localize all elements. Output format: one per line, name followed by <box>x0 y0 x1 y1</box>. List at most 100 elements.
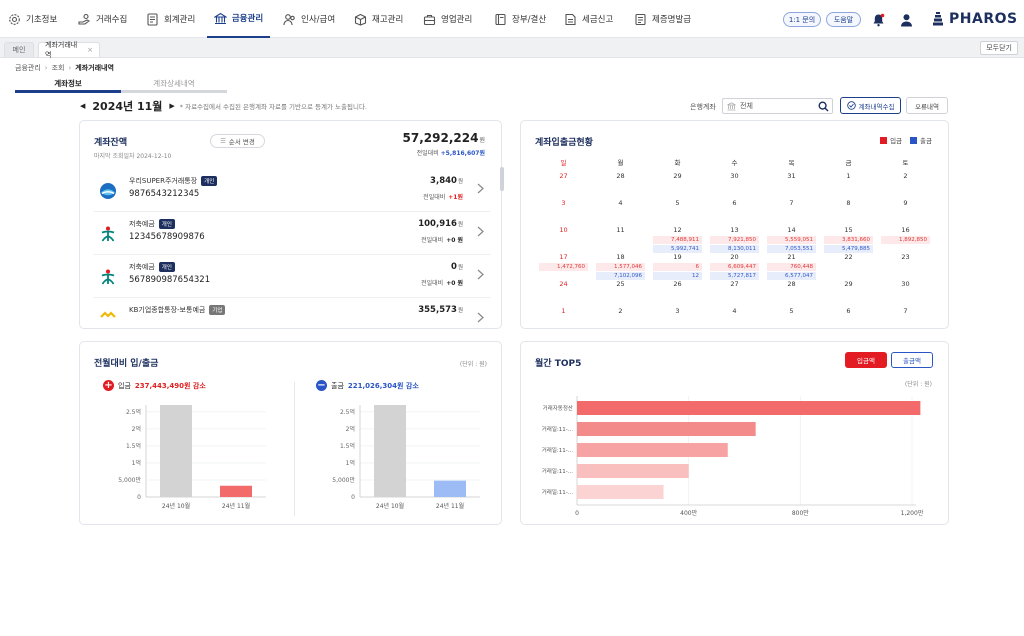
user-icon[interactable] <box>900 12 913 31</box>
balance-value: 355,573 <box>418 305 457 315</box>
calendar-day[interactable]: 29 <box>673 172 682 180</box>
calendar-day[interactable]: 3 <box>561 199 566 207</box>
calendar-day[interactable]: 23 <box>901 253 910 261</box>
bank-account-select[interactable]: 전체 <box>722 98 833 114</box>
search-icon[interactable] <box>818 101 829 114</box>
y-tick-label: 2억 <box>346 425 355 433</box>
nav-item-transaction-collect[interactable]: 거래수집 <box>78 0 127 38</box>
next-month-icon[interactable]: ▶ <box>169 102 175 110</box>
calendar-day[interactable]: 28 <box>616 172 625 180</box>
y-tick-label: 거래일:11-... <box>542 467 574 475</box>
account-row[interactable]: 우리SUPER주거래통장 개인 9876543212345 3,840원 전일대비… <box>94 169 490 212</box>
account-row[interactable]: KB기업종합통장-보통예금 기업 355,573원 <box>94 298 490 327</box>
deposit-amount-button[interactable]: 입금액 <box>845 352 887 368</box>
tab-account-transactions[interactable]: 계좌거래내역 × <box>38 41 100 59</box>
calendar-day[interactable]: 11 <box>616 226 625 234</box>
calendar-day[interactable]: 8 <box>846 199 851 207</box>
tab-home[interactable]: 메인 <box>4 42 34 57</box>
account-row[interactable]: 저축예금 개인 12345678909876 100,916원 전일대비 +0 원 <box>94 212 490 255</box>
nav-item-certificate[interactable]: 제증명발급 <box>634 0 691 38</box>
bank-account-label: 은행계좌 <box>690 103 716 111</box>
inquiry-button[interactable]: 1:1 문의 <box>783 12 821 27</box>
calendar-day[interactable]: 14 <box>787 226 796 234</box>
calendar-day[interactable]: 21 <box>787 253 796 261</box>
nav-item-finance[interactable]: 금융관리 <box>207 0 270 38</box>
calendar-day[interactable]: 27 <box>559 172 568 180</box>
breadcrumb-item[interactable]: 조회 <box>51 64 65 72</box>
calendar-day[interactable]: 7 <box>903 307 908 315</box>
collect-transactions-button[interactable]: 계좌내역수집 <box>840 97 901 114</box>
calendar-day[interactable]: 29 <box>844 280 853 288</box>
calendar-day[interactable]: 4 <box>618 199 623 207</box>
account-list-scrollbar[interactable] <box>500 167 504 191</box>
account-row[interactable]: 저축예금 개인 567890987654321 0원 전일대비 +0 원 <box>94 255 490 298</box>
calendar-deposit-amount: 3,831,660 <box>824 236 873 244</box>
calendar-day[interactable]: 6 <box>732 199 737 207</box>
breadcrumb-item[interactable]: 금융관리 <box>15 64 41 72</box>
chevron-right-icon[interactable] <box>477 226 484 237</box>
total-value: 57,292,224 <box>402 131 479 145</box>
bell-icon[interactable] <box>872 12 885 31</box>
calendar-day[interactable]: 7 <box>789 199 794 207</box>
calendar-day[interactable]: 30 <box>901 280 910 288</box>
nav-item-basic-info[interactable]: 기초정보 <box>8 0 57 38</box>
help-button[interactable]: 도움말 <box>826 12 861 27</box>
card-title: 월간 TOP5 <box>535 359 582 369</box>
y-tick-label: 1.5억 <box>126 442 141 450</box>
sub-tabs: 계좌정보 계좌상세내역 <box>15 77 227 93</box>
chevron-right-icon[interactable] <box>477 183 484 194</box>
calendar-day[interactable]: 1 <box>561 307 566 315</box>
calendar-day[interactable]: 30 <box>730 172 739 180</box>
calendar-day[interactable]: 27 <box>730 280 739 288</box>
y-tick-label: 5,000만 <box>118 476 141 484</box>
calendar-day[interactable]: 10 <box>559 226 568 234</box>
calendar-day[interactable]: 31 <box>787 172 796 180</box>
calendar-day[interactable]: 2 <box>618 307 623 315</box>
calendar-day[interactable]: 15 <box>844 226 853 234</box>
calendar-day[interactable]: 28 <box>787 280 796 288</box>
tab-account-info[interactable]: 계좌정보 <box>15 77 121 93</box>
calendar-day[interactable]: 2 <box>903 172 908 180</box>
chevron-right-icon[interactable] <box>477 312 484 323</box>
calendar-day[interactable]: 9 <box>903 199 908 207</box>
calendar-deposit-amount: 7,488,911 <box>653 236 702 244</box>
close-all-button[interactable]: 모두닫기 <box>980 41 1018 55</box>
account-number: 9876543212345 <box>129 189 200 199</box>
prev-month-icon[interactable]: ◀ <box>80 102 86 110</box>
error-history-button[interactable]: 오류내역 <box>906 97 948 114</box>
y-tick-label: 0 <box>351 494 355 501</box>
nav-item-tax[interactable]: 세금신고 <box>564 0 613 38</box>
calendar-day[interactable]: 26 <box>673 280 682 288</box>
calendar-day[interactable]: 4 <box>732 307 737 315</box>
calendar-day[interactable]: 12 <box>673 226 682 234</box>
card-title: 전월대비 입/출금 <box>94 359 159 369</box>
nav-item-inventory[interactable]: 재고관리 <box>354 0 403 38</box>
calendar-day[interactable]: 1 <box>846 172 851 180</box>
close-icon[interactable]: × <box>87 46 93 54</box>
calendar-day[interactable]: 18 <box>616 253 625 261</box>
tab-account-detail[interactable]: 계좌상세내역 <box>121 77 227 93</box>
calendar-day[interactable]: 24 <box>559 280 568 288</box>
calendar-day[interactable]: 5 <box>789 307 794 315</box>
calendar-day[interactable]: 20 <box>730 253 739 261</box>
calendar-withdrawal-amount: 5,727,817 <box>710 272 759 280</box>
account-diff: 전일대비 +1원 <box>423 192 463 201</box>
calendar-day[interactable]: 13 <box>730 226 739 234</box>
calendar-day[interactable]: 22 <box>844 253 853 261</box>
calendar-withdrawal-amount: 12 <box>653 272 702 280</box>
nav-item-sales[interactable]: 영업관리 <box>423 0 472 38</box>
withdrawal-amount-button[interactable]: 출금액 <box>891 352 933 368</box>
change-order-button[interactable]: ☰ 순서 변경 <box>210 134 265 148</box>
calendar-day[interactable]: 16 <box>901 226 910 234</box>
nav-item-books[interactable]: 장부/결산 <box>494 0 546 38</box>
calendar-day[interactable]: 3 <box>675 307 680 315</box>
calendar-day[interactable]: 25 <box>616 280 625 288</box>
calendar-day[interactable]: 19 <box>673 253 682 261</box>
chevron-right-icon[interactable] <box>477 269 484 280</box>
unit: 원 <box>479 137 485 144</box>
nav-item-hr-payroll[interactable]: 인사/급여 <box>283 0 335 38</box>
calendar-day[interactable]: 5 <box>675 199 680 207</box>
calendar-day[interactable]: 6 <box>846 307 851 315</box>
nav-item-accounting[interactable]: 회계관리 <box>146 0 195 38</box>
calendar-day[interactable]: 17 <box>559 253 568 261</box>
